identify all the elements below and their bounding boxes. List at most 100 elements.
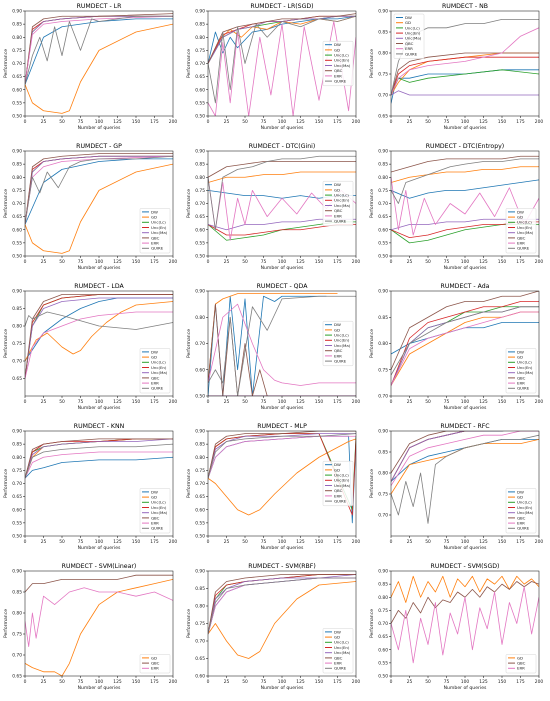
y-tick-label: 0.80 (378, 51, 388, 57)
x-tick-label: 50 (59, 259, 65, 265)
legend-entry: Unc(En) (517, 225, 533, 230)
legend-entry: Unc(En) (405, 31, 421, 36)
x-tick-label: 175 (516, 539, 525, 545)
y-tick-label: 0.85 (12, 306, 22, 312)
series-group (208, 574, 356, 659)
legend-entry: Unc(Lc) (405, 25, 420, 30)
series-line (391, 434, 539, 524)
legend-entry: Unc(En) (517, 505, 533, 510)
x-tick-label: 25 (407, 119, 413, 125)
legend-entry: DW (517, 489, 524, 494)
x-tick-label: 125 (296, 259, 305, 265)
x-tick-label: 175 (333, 119, 342, 125)
chart-title: RUMDECT - SVM(RBF) (248, 563, 316, 570)
legend-entry: Unc(Ma) (334, 343, 351, 348)
series-group (208, 13, 356, 116)
x-tick-label: 75 (78, 539, 84, 545)
x-tick-label: 175 (516, 119, 525, 125)
legend-entry: QBC (517, 515, 526, 520)
legend-entry: QUIRE (405, 51, 418, 56)
legend-entry: QBC (517, 235, 526, 240)
x-tick-label: 100 (95, 679, 104, 685)
series-group (391, 291, 539, 386)
chart-svg: RUMDECT - NB 0 25 50 75 100 125 150 175 200 0.65 0.… (369, 3, 543, 131)
y-tick-label: 0.80 (195, 455, 205, 461)
y-axis-label: Performance (3, 609, 9, 638)
y-tick-label: 0.90 (195, 289, 205, 295)
legend-entry: ERR (334, 661, 342, 666)
x-tick-label: 75 (444, 539, 450, 545)
y-tick-label: 0.80 (12, 175, 22, 181)
y-tick-label: 0.75 (378, 492, 388, 498)
x-tick-label: 75 (444, 399, 450, 405)
y-tick-label: 0.65 (12, 74, 22, 80)
y-tick-label: 0.80 (378, 595, 388, 601)
series-line (208, 574, 356, 635)
chart-title: RUMDECT - SVM(Linear) (62, 563, 137, 570)
y-tick-label: 0.50 (12, 534, 22, 540)
legend-entry: DW (334, 322, 341, 327)
y-tick-label: 0.65 (12, 674, 22, 680)
legend-entry: GD (517, 355, 523, 360)
x-tick-label: 125 (113, 259, 122, 265)
x-tick-label: 125 (479, 259, 488, 265)
legend-entry: GD (517, 495, 523, 500)
y-axis-label: Performance (3, 469, 9, 498)
chart-title: RUMDECT - Ada (441, 283, 490, 290)
legend-entry: Unc(Lc) (151, 500, 166, 505)
y-tick-label: 0.75 (12, 341, 22, 347)
y-tick-label: 0.80 (195, 175, 205, 181)
series-line (208, 577, 356, 635)
x-tick-label: 100 (461, 539, 470, 545)
x-tick-label: 25 (224, 399, 230, 405)
series-line (25, 451, 173, 479)
x-tick-label: 100 (461, 119, 470, 125)
y-tick-label: 0.70 (12, 61, 22, 67)
y-tick-label: 0.70 (195, 481, 205, 487)
chart-panel: RUMDECT - RFC 0 25 50 75 100 125 150 175 200 0.70 0… (367, 421, 550, 561)
x-tick-label: 100 (95, 119, 104, 125)
x-tick-label: 175 (150, 539, 159, 545)
x-tick-label: 175 (516, 399, 525, 405)
series-line (391, 179, 539, 199)
y-tick-label: 0.70 (378, 201, 388, 207)
legend-entry: QUIRE (517, 386, 530, 391)
x-tick-label: 125 (296, 399, 305, 405)
legend-entry: QUIRE (334, 219, 347, 224)
y-tick-label: 0.80 (378, 175, 388, 181)
legend-entry: Unc(Lc) (517, 500, 532, 505)
y-tick-label: 0.85 (12, 590, 22, 596)
x-axis-label: Number of queries (78, 405, 121, 411)
chart-panel: RUMDECT - SVM(RBF) 0 25 50 75 100 125 150 175 200… (184, 561, 367, 701)
series-line (25, 301, 173, 362)
x-tick-label: 0 (24, 259, 27, 265)
y-tick-label: 0.65 (378, 214, 388, 220)
y-tick-label: 0.50 (378, 254, 388, 260)
x-axis-label: Number of queries (261, 685, 304, 691)
x-tick-label: 50 (59, 539, 65, 545)
legend-box (322, 628, 354, 674)
y-tick-label: 0.70 (195, 639, 205, 645)
x-tick-label: 0 (390, 399, 393, 405)
legend-entry: ERR (405, 46, 413, 51)
series-line (391, 56, 539, 96)
legend-entry: ERR (517, 381, 525, 386)
legend-entry: Unc(En) (334, 478, 350, 483)
y-tick-label: 0.85 (12, 162, 22, 168)
legend-box (505, 348, 537, 394)
y-tick-label: 0.75 (12, 188, 22, 194)
x-tick-label: 150 (315, 679, 324, 685)
x-tick-label: 125 (296, 119, 305, 125)
y-axis-label: Performance (369, 189, 375, 218)
x-tick-label: 25 (41, 399, 47, 405)
legend-entry: GD (517, 215, 523, 220)
x-tick-label: 200 (169, 399, 178, 405)
legend-entry: ERR (151, 666, 159, 671)
y-tick-label: 0.75 (195, 621, 205, 627)
x-tick-label: 100 (461, 399, 470, 405)
x-tick-label: 175 (516, 679, 525, 685)
y-tick-label: 0.65 (378, 634, 388, 640)
